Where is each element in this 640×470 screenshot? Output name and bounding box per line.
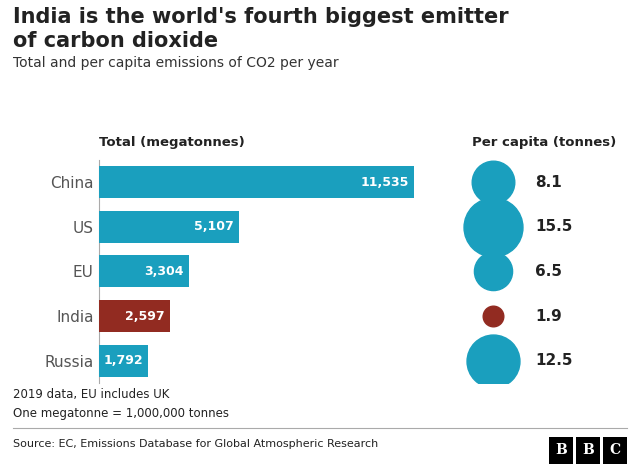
Bar	[99, 300, 170, 332]
Text: 2019 data, EU includes UK: 2019 data, EU includes UK	[13, 388, 169, 401]
Text: Total (megatonnes): Total (megatonnes)	[99, 136, 245, 149]
FancyBboxPatch shape	[604, 437, 627, 464]
Text: 5,107: 5,107	[193, 220, 233, 233]
Text: 12.5: 12.5	[535, 353, 573, 368]
Text: Per capita (tonnes): Per capita (tonnes)	[472, 136, 616, 149]
Text: Source: EC, Emissions Database for Global Atmospheric Research: Source: EC, Emissions Database for Globa…	[13, 439, 378, 449]
Text: One megatonne = 1,000,000 tonnes: One megatonne = 1,000,000 tonnes	[13, 407, 229, 420]
Text: 3,304: 3,304	[145, 265, 184, 278]
Point	[488, 178, 498, 186]
FancyBboxPatch shape	[549, 437, 573, 464]
Text: India is the world's fourth biggest emitter: India is the world's fourth biggest emit…	[13, 7, 508, 27]
Point	[488, 223, 498, 230]
FancyBboxPatch shape	[576, 437, 600, 464]
Point	[488, 312, 498, 320]
Text: 1,792: 1,792	[103, 354, 143, 367]
Text: B: B	[555, 443, 566, 457]
Text: 1.9: 1.9	[535, 309, 562, 323]
Text: C: C	[610, 443, 621, 457]
Text: Total and per capita emissions of CO2 per year: Total and per capita emissions of CO2 pe…	[13, 56, 339, 70]
Text: of carbon dioxide: of carbon dioxide	[13, 31, 218, 51]
Bar	[99, 345, 148, 377]
Point	[488, 267, 498, 275]
Text: 11,535: 11,535	[360, 176, 409, 188]
Bar	[99, 166, 414, 198]
Bar	[99, 255, 189, 288]
Text: 15.5: 15.5	[535, 219, 572, 234]
Text: 8.1: 8.1	[535, 175, 562, 189]
Bar	[99, 211, 239, 243]
Text: 6.5: 6.5	[535, 264, 562, 279]
Text: 2,597: 2,597	[125, 310, 164, 322]
Text: B: B	[582, 443, 594, 457]
Point	[488, 357, 498, 365]
